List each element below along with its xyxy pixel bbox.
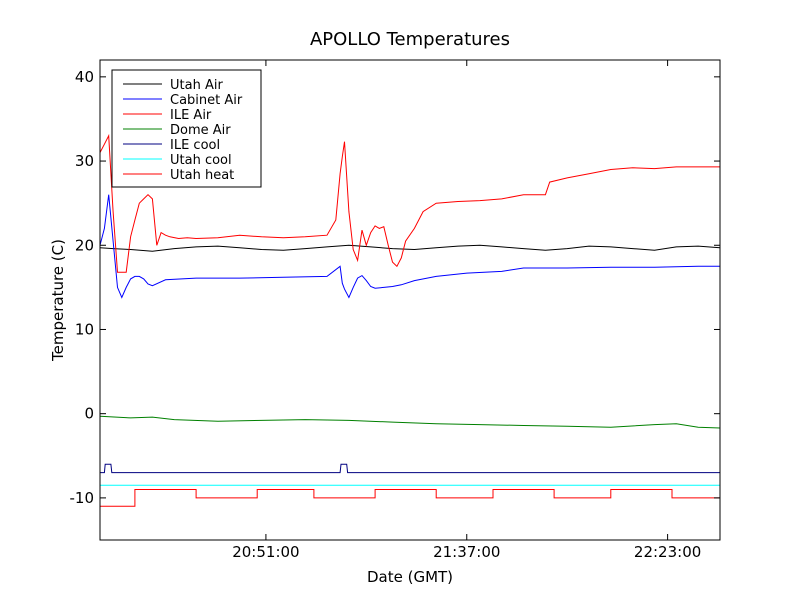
ticks-layer: -1001020304020:51:0021:37:0022:23:0023:0… (70, 60, 720, 561)
y-axis-label: Temperature (C) (49, 239, 67, 362)
legend-label-ile-air: ILE Air (170, 108, 212, 123)
x-tick-label: 20:51:00 (232, 543, 299, 561)
y-tick-label: 0 (84, 405, 94, 423)
series-line-dome-air (100, 415, 720, 429)
legend-label-utah-heat: Utah heat (170, 168, 234, 183)
x-tick-label: 21:37:00 (433, 543, 500, 561)
series-line-ile-cool (100, 463, 720, 474)
legend-label-cabinet-air: Cabinet Air (170, 93, 243, 108)
y-tick-label: 30 (75, 152, 94, 170)
legend-label-ile-cool: ILE cool (170, 138, 220, 153)
series-line-utah-air (100, 244, 720, 252)
y-tick-label: 40 (75, 68, 94, 86)
y-tick-label: -10 (70, 489, 95, 507)
chart-title: APOLLO Temperatures (310, 29, 510, 50)
x-tick-label: 22:23:00 (634, 543, 701, 561)
y-tick-label: 10 (75, 320, 94, 338)
legend-label-utah-cool: Utah cool (170, 153, 232, 168)
legend-label-dome-air: Dome Air (170, 123, 231, 138)
series-line-utah-heat (100, 489, 720, 507)
plot-frame (99, 59, 721, 541)
x-axis-label: Date (GMT) (367, 568, 453, 586)
series-layer (100, 133, 720, 507)
series-line-cabinet-air (100, 194, 720, 299)
series-line-ile-air (100, 133, 720, 273)
y-tick-label: 20 (75, 236, 94, 254)
legend-label-utah-air: Utah Air (170, 78, 223, 93)
